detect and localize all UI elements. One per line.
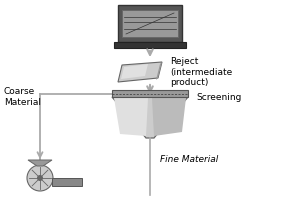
FancyBboxPatch shape [118, 5, 182, 42]
Text: Coarse
Material: Coarse Material [4, 88, 41, 107]
Circle shape [37, 175, 43, 181]
Polygon shape [112, 90, 188, 97]
Polygon shape [152, 98, 186, 136]
FancyBboxPatch shape [122, 10, 178, 37]
Polygon shape [112, 97, 188, 138]
Polygon shape [28, 160, 52, 166]
Text: Screening: Screening [196, 93, 242, 102]
Polygon shape [121, 64, 148, 79]
Circle shape [27, 165, 53, 191]
Polygon shape [118, 62, 162, 82]
Text: Reject
(intermediate
product): Reject (intermediate product) [170, 57, 232, 87]
FancyBboxPatch shape [52, 178, 82, 186]
Polygon shape [114, 98, 148, 136]
Text: Fine Material: Fine Material [160, 156, 218, 164]
FancyBboxPatch shape [114, 42, 186, 48]
Polygon shape [156, 62, 162, 80]
